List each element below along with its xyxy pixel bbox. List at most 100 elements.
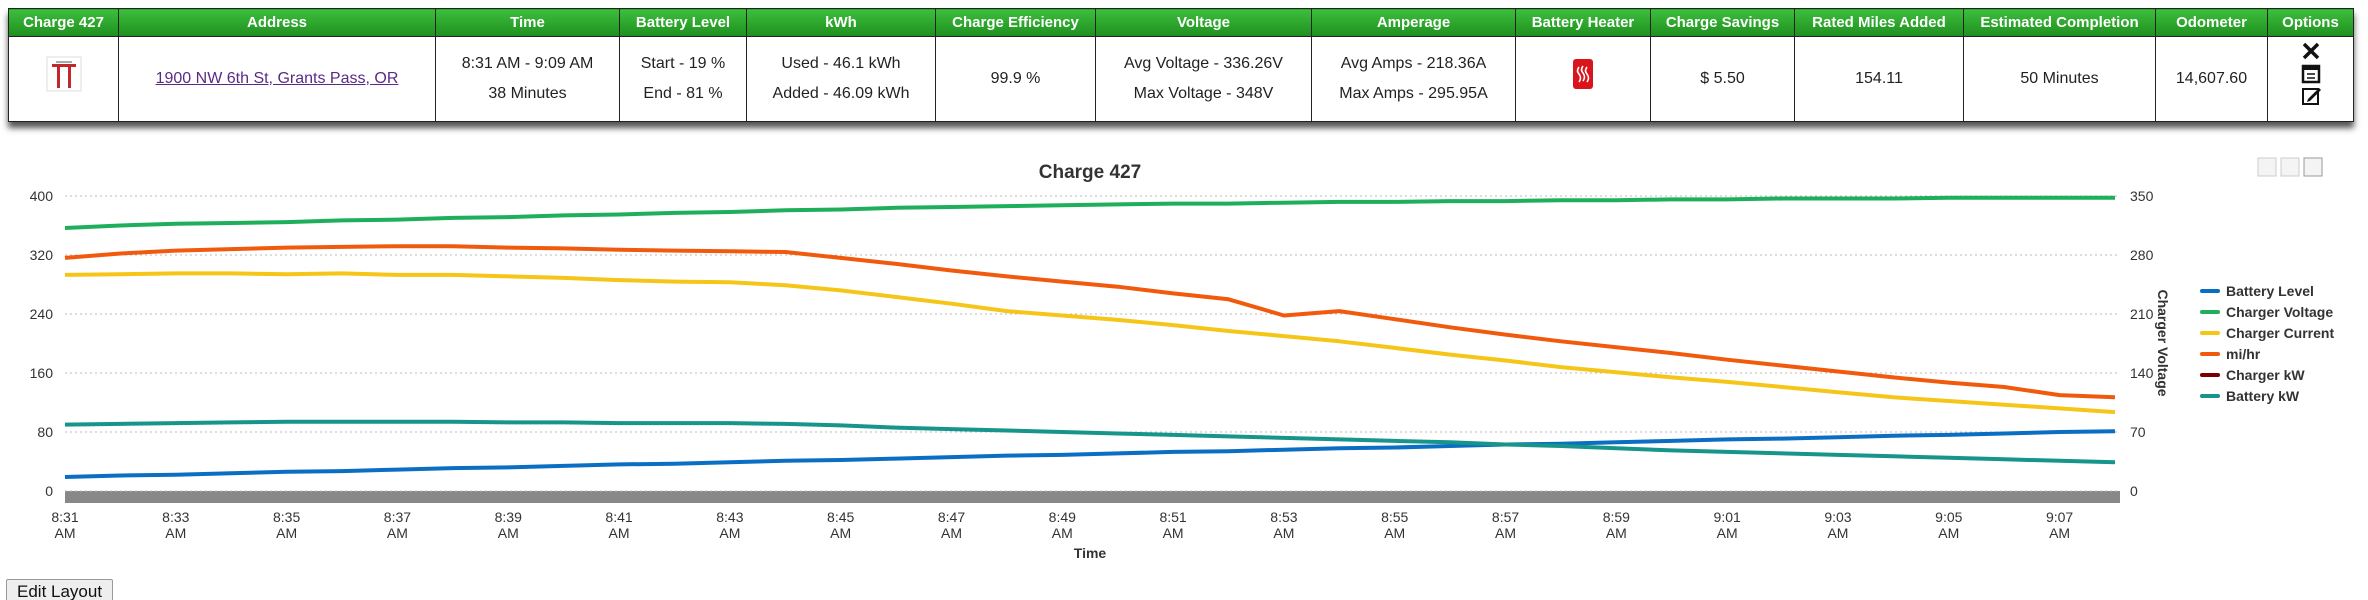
savings-cell: $ 5.50 (1650, 36, 1795, 122)
series-line (64, 429, 2116, 479)
odometer-cell: 14,607.60 (2155, 36, 2268, 122)
kwh-used: Used - 46.1 kWh (781, 55, 901, 72)
y-tick-label: 0 (45, 483, 53, 499)
x-tick-label: 8:43 AM (716, 509, 744, 541)
x-tick-label: 8:49 AM (1048, 509, 1076, 541)
column-header: Battery Heater (1515, 8, 1651, 37)
x-tick-label: 8:35 AM (272, 509, 301, 541)
efficiency-cell: 99.9 % (935, 36, 1096, 122)
y-tick-label: 160 (30, 365, 54, 381)
series-line (64, 244, 2116, 400)
address-link[interactable]: 1900 NW 6th St, Grants Pass, OR (155, 70, 399, 87)
address-cell: 1900 NW 6th St, Grants Pass, OR (118, 36, 436, 122)
series-line (64, 419, 2116, 465)
options-cell (2267, 36, 2354, 122)
x-tick-label: 8:31 AM (51, 509, 79, 541)
y2-tick-label: 0 (2130, 483, 2138, 499)
x-tick-label: 8:45 AM (827, 509, 855, 541)
x-tick-label: 8:37 AM (383, 509, 412, 541)
x-tick-label: 8:47 AM (937, 509, 966, 541)
legend-label: Charger Voltage (2226, 304, 2333, 320)
heater-icon (1573, 58, 1593, 89)
column-header: Charge Efficiency (935, 8, 1096, 37)
kwh-added: Added - 46.09 kWh (772, 85, 910, 102)
column-header: Voltage (1095, 8, 1312, 37)
zoom-out-button[interactable] (2280, 157, 2300, 177)
time-cell: 8:31 AM - 9:09 AM 38 Minutes (435, 36, 620, 122)
y2-tick-label: 210 (2130, 306, 2154, 322)
max-amps: Max Amps - 295.95A (1339, 85, 1488, 102)
legend-label: Battery Level (2226, 283, 2314, 299)
legend-label: Charger kW (2226, 367, 2305, 383)
x-tick-label: 8:59 AM (1602, 509, 1630, 541)
x-tick-label: 8:33 AM (162, 509, 190, 541)
x-tick-label: 9:01 AM (1713, 509, 1741, 541)
avg-voltage: Avg Voltage - 336.26V (1124, 55, 1283, 72)
y2-tick-label: 140 (2130, 365, 2154, 381)
column-header: Battery Level (619, 8, 747, 37)
column-header: Rated Miles Added (1794, 8, 1964, 37)
amperage-cell: Avg Amps - 218.36A Max Amps - 295.95A (1311, 36, 1516, 122)
voltage-cell: Avg Voltage - 336.26V Max Voltage - 348V (1095, 36, 1312, 122)
column-header: Odometer (2155, 8, 2268, 37)
zoom-in-button[interactable] (2257, 157, 2277, 177)
x-tick-label: 8:39 AM (494, 509, 522, 541)
edit-layout-button[interactable]: Edit Layout (6, 579, 114, 600)
x-axis-label: Time (1074, 545, 1107, 561)
column-header: Options (2267, 8, 2354, 37)
time-range: 8:31 AM - 9:09 AM (461, 55, 594, 72)
x-tick-label: 9:07 AM (2045, 509, 2074, 541)
x-tick-label: 8:55 AM (1381, 509, 1409, 541)
x-tick-label: 9:03 AM (1824, 509, 1852, 541)
y2-tick-label: 70 (2130, 424, 2146, 440)
column-header: Address (118, 8, 436, 37)
data-row: 1900 NW 6th St, Grants Pass, OR 8:31 AM … (8, 36, 2354, 122)
heater-cell (1515, 36, 1651, 122)
x-tick-label: 8:51 AM (1159, 509, 1187, 541)
chart-title: Charge 427 (1039, 162, 1141, 183)
series-line (64, 195, 2115, 230)
reset-button[interactable] (2303, 157, 2323, 177)
calendar-icon[interactable] (2301, 64, 2320, 83)
options-icons (2301, 42, 2321, 105)
miles-cell: 154.11 (1794, 36, 1964, 122)
y-tick-label: 80 (37, 424, 53, 440)
x-tick-label: 9:05 AM (1935, 509, 1963, 541)
completion-cell: 50 Minutes (1963, 36, 2156, 122)
duration: 38 Minutes (488, 85, 567, 102)
y2-axis-label: Charger Voltage (2155, 289, 2171, 396)
series-line (64, 271, 2116, 415)
column-header: Charge 427 (8, 8, 119, 37)
legend-label: Battery kW (2226, 388, 2300, 404)
navigator-bar (65, 491, 2120, 503)
kwh-cell: Used - 46.1 kWh Added - 46.09 kWh (746, 36, 936, 122)
column-header: Estimated Completion (1963, 8, 2156, 37)
column-header: Amperage (1311, 8, 1516, 37)
battery-start: Start - 19 % (640, 55, 726, 72)
y-tick-label: 320 (30, 247, 54, 263)
column-header: kWh (746, 8, 936, 37)
x-tick-label: 8:41 AM (605, 509, 633, 541)
header-row: Charge 427 Address Time Battery Level kWh Cha… (8, 8, 2354, 37)
avg-amps: Avg Amps - 218.36A (1340, 55, 1487, 72)
battery-end: End - 81 % (643, 85, 723, 102)
legend-label: Charger Current (2226, 325, 2334, 341)
x-tick-label: 8:53 AM (1270, 509, 1298, 541)
y2-tick-label: 350 (2130, 188, 2154, 204)
charge-table: Charge 427 Address Time Battery Level kWh Cha… (8, 8, 2354, 122)
column-header: Charge Savings (1650, 8, 1795, 37)
legend-label: mi/hr (2226, 346, 2261, 362)
x-tick-label: 8:57 AM (1491, 509, 1520, 541)
toolbar[interactable] (2257, 157, 2323, 177)
y2-tick-label: 280 (2130, 247, 2154, 263)
edit-icon[interactable] (2301, 87, 2321, 105)
y-tick-label: 400 (30, 188, 54, 204)
max-voltage: Max Voltage - 348V (1133, 85, 1274, 102)
delete-icon[interactable] (2302, 42, 2319, 59)
battery-cell: Start - 19 % End - 81 % (619, 36, 747, 122)
y-tick-label: 240 (30, 306, 54, 322)
tesla-icon (46, 56, 81, 91)
logo-cell (8, 36, 119, 122)
